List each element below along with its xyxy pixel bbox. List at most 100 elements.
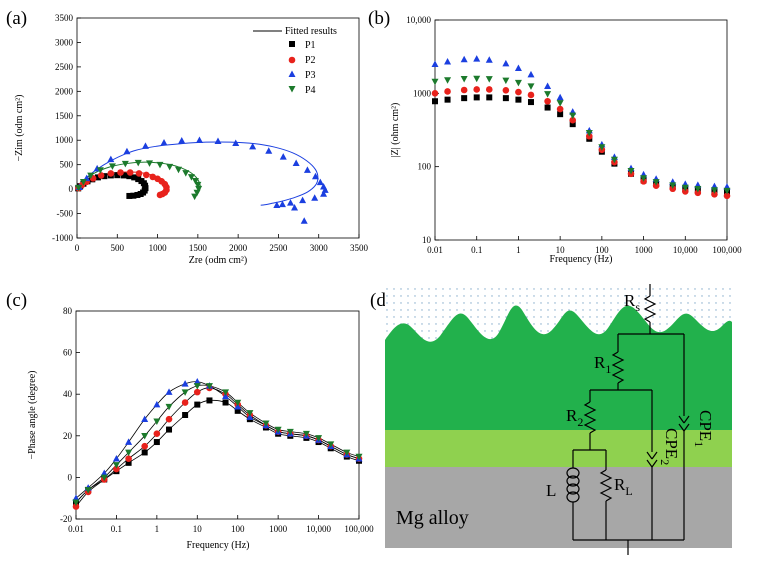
equivalent-circuit-diagram: Mg alloy xyxy=(385,283,732,555)
x-tick-label: 10 xyxy=(556,245,566,255)
y-tick-label: 40 xyxy=(63,389,73,399)
x-tick-label: 100 xyxy=(595,245,609,255)
data-point-p1 xyxy=(166,426,173,433)
fitted-curve-p3 xyxy=(76,141,319,206)
data-point-p2 xyxy=(117,169,124,176)
data-point-p4 xyxy=(166,163,174,171)
data-point-p4 xyxy=(134,159,142,167)
data-point-p2 xyxy=(156,191,164,199)
data-point-p4 xyxy=(181,389,189,396)
data-point-p1 xyxy=(206,397,213,404)
data-point-p3 xyxy=(279,153,287,160)
data-point-p4 xyxy=(121,160,129,168)
data-point-p4 xyxy=(694,185,702,193)
data-point-p2 xyxy=(473,86,481,93)
data-point-p2 xyxy=(153,430,161,438)
data-point-p2 xyxy=(515,88,522,96)
data-point-p4 xyxy=(146,160,154,167)
data-point-p4 xyxy=(652,179,660,186)
data-point-p4 xyxy=(327,441,335,448)
data-point-p4 xyxy=(485,76,493,83)
data-point-p3 xyxy=(527,70,535,78)
data-point-p4 xyxy=(195,185,203,193)
data-point-p4 xyxy=(125,449,133,457)
data-point-p3 xyxy=(320,190,328,197)
y-tick-label: 60 xyxy=(63,348,73,358)
y-tick-label: 10,000 xyxy=(406,15,431,25)
data-point-p3 xyxy=(278,200,286,208)
data-point-p2 xyxy=(556,105,564,113)
data-point-p2 xyxy=(107,170,115,177)
x-tick-label: 1000 xyxy=(149,243,168,253)
data-point-p3 xyxy=(292,159,300,166)
data-point-p4 xyxy=(87,172,95,180)
data-point-p2 xyxy=(569,116,577,124)
x-tick-label: 1500 xyxy=(189,243,208,253)
y-axis-title: |Z| (ohm cm²) xyxy=(390,103,401,158)
data-point-p3 xyxy=(311,194,319,201)
data-point-p4 xyxy=(610,156,618,164)
x-axis-title: Frequency (Hz) xyxy=(549,254,612,265)
data-point-p4 xyxy=(96,167,104,174)
fitted-curve-p3 xyxy=(75,381,360,499)
data-point-p3 xyxy=(141,415,149,422)
data-point-p3 xyxy=(485,56,493,63)
data-point-p2 xyxy=(135,170,143,177)
data-point-p2 xyxy=(502,86,510,94)
data-point-p4 xyxy=(182,170,190,177)
data-point-p4 xyxy=(175,166,183,174)
y-tick-label: 3500 xyxy=(55,13,74,23)
data-point-p2 xyxy=(681,188,689,195)
x-tick-label: 100,000 xyxy=(344,524,374,534)
data-point-p3 xyxy=(178,137,186,144)
data-point-p3 xyxy=(544,82,552,90)
data-point-p4 xyxy=(194,181,202,189)
passive-layer xyxy=(385,430,732,467)
data-point-p4 xyxy=(710,187,718,194)
legend-p1-label: P1 xyxy=(305,40,316,51)
y-tick-label: 3000 xyxy=(55,37,74,47)
data-point-p2 xyxy=(711,190,718,198)
data-point-p2 xyxy=(694,189,702,197)
data-point-p1 xyxy=(135,176,142,183)
y-tick-label: 1000 xyxy=(413,88,432,98)
legend-p3-marker xyxy=(288,70,296,77)
legend-p4-marker xyxy=(288,86,296,93)
data-point-p4 xyxy=(205,383,213,390)
data-point-p4 xyxy=(108,163,116,170)
data-point-p3 xyxy=(181,380,189,387)
data-point-p3 xyxy=(153,400,161,408)
y-tick-label: 1000 xyxy=(55,135,74,145)
x-tick-label: 0.1 xyxy=(471,245,482,255)
data-point-p3 xyxy=(514,64,522,72)
data-point-p4 xyxy=(262,420,270,428)
data-point-p4 xyxy=(569,112,577,120)
data-point-p1 xyxy=(134,191,141,198)
y-tick-label: -1000 xyxy=(52,233,73,243)
data-point-p2 xyxy=(142,171,150,179)
data-point-p3 xyxy=(193,378,201,385)
data-point-p3 xyxy=(303,166,311,173)
data-point-p2 xyxy=(165,415,173,423)
bode-phase-chart: 0.01 0.1 1 10 100 1000 10,000 100,000 -20 0 20 40 60… xyxy=(27,306,374,551)
x-tick-label: 0 xyxy=(75,243,80,253)
data-point-p2 xyxy=(97,172,105,179)
data-point-p3 xyxy=(214,137,222,144)
data-point-p4 xyxy=(165,403,173,411)
data-point-p3 xyxy=(195,136,203,144)
data-point-p3 xyxy=(125,438,133,445)
data-point-p1 xyxy=(502,95,509,102)
data-point-p4 xyxy=(112,462,120,469)
data-point-p4 xyxy=(141,433,149,440)
data-point-p1 xyxy=(473,94,480,101)
data-point-p4 xyxy=(502,77,510,85)
rs-label: Rs xyxy=(624,291,640,314)
legend-p2-label: P2 xyxy=(305,55,316,66)
data-point-p4 xyxy=(640,175,648,182)
rl-label: RL xyxy=(614,475,633,498)
data-point-p1 xyxy=(153,439,160,446)
substrate-layer xyxy=(385,467,732,548)
data-point-p1 xyxy=(126,173,133,180)
data-point-p3 xyxy=(311,172,319,180)
